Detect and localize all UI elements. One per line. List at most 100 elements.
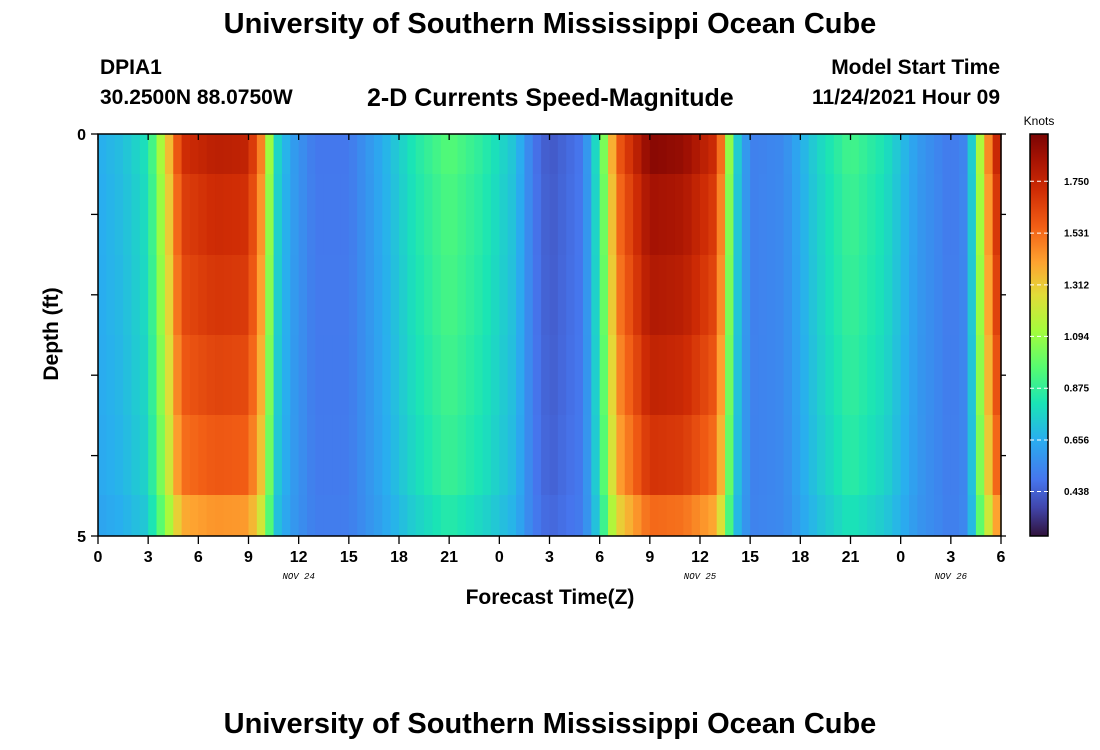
heatmap-cell <box>465 335 475 415</box>
heatmap-cell <box>883 495 893 536</box>
heatmap-cell <box>507 255 517 335</box>
heatmap-cell <box>365 134 375 174</box>
heatmap-cell <box>206 335 216 415</box>
heatmap-cell <box>683 134 693 174</box>
heatmap-cell <box>691 255 701 335</box>
heatmap-cell <box>415 415 425 495</box>
heatmap-cell <box>189 134 199 174</box>
heatmap-cell <box>683 495 693 536</box>
chart-subtitle: 2-D Currents Speed-Magnitude <box>367 84 734 112</box>
heatmap-cell <box>231 415 241 495</box>
heatmap-cell <box>850 255 860 335</box>
heatmap-cell <box>181 134 191 174</box>
heatmap-cell <box>198 335 208 415</box>
heatmap-cell <box>348 255 358 335</box>
heatmap-cell <box>900 415 910 495</box>
heatmap-cell <box>967 495 977 536</box>
heatmap-cell <box>357 255 367 335</box>
heatmap-cell <box>231 174 241 255</box>
heatmap-cell <box>959 134 969 174</box>
heatmap-cell <box>708 495 718 536</box>
heatmap-cell <box>942 255 952 335</box>
heatmap-cell <box>967 174 977 255</box>
heatmap-cell <box>992 134 1002 174</box>
heatmap-cell <box>532 335 542 415</box>
heatmap-chart: 0 3 6 9 12 15 18 21 0 3 6 9 12 15 18 21 0 3 6 NOV 24 NOV 25 N… <box>40 114 1089 609</box>
heatmap-cell <box>599 134 609 174</box>
station-coordinates: 30.2500N 88.0750W <box>100 86 293 109</box>
heatmap-cell <box>608 174 617 255</box>
heatmap-cell <box>373 495 383 536</box>
heatmap-cell <box>307 495 316 536</box>
heatmap-cell <box>457 415 467 495</box>
heatmap-cell <box>357 134 367 174</box>
heatmap-cell <box>348 415 358 495</box>
x-tick-label: 9 <box>645 549 654 566</box>
heatmap-cell <box>189 255 199 335</box>
heatmap-cell <box>156 415 166 495</box>
heatmap-cell <box>348 495 358 536</box>
colorbar-tick-label: 0.656 <box>1064 435 1089 446</box>
heatmap-cell <box>909 495 918 536</box>
heatmap-cell <box>808 174 818 255</box>
heatmap-cell <box>206 174 216 255</box>
heatmap-cell <box>156 174 166 255</box>
heatmap-cell <box>683 335 693 415</box>
heatmap-cell <box>909 174 918 255</box>
heatmap-cell <box>641 174 651 255</box>
heatmap-cell <box>206 495 216 536</box>
heatmap-cell <box>967 255 977 335</box>
heatmap-cell <box>457 174 467 255</box>
heatmap-cell <box>984 255 994 335</box>
heatmap-cell <box>566 255 576 335</box>
heatmap-cell <box>390 495 400 536</box>
heatmap-cell <box>875 415 885 495</box>
heatmap-cell <box>984 415 994 495</box>
heatmap-cell <box>532 495 542 536</box>
heatmap-cell <box>432 134 442 174</box>
heatmap-cell <box>850 335 860 415</box>
heatmap-cell <box>750 415 760 495</box>
heatmap-cell <box>817 415 827 495</box>
heatmap-cell <box>817 134 827 174</box>
heatmap-cell <box>616 415 626 495</box>
heatmap-cell <box>817 255 827 335</box>
footer-title: University of Southern Mississippi Ocean… <box>223 708 877 740</box>
heatmap-cell <box>482 134 492 174</box>
heatmap-cell <box>783 134 793 174</box>
heatmap-cell <box>708 415 718 495</box>
heatmap-cell <box>700 134 709 174</box>
heatmap-cell <box>373 255 383 335</box>
heatmap-cell <box>633 255 643 335</box>
heatmap-cell <box>683 255 693 335</box>
heatmap-cell <box>950 134 960 174</box>
heatmap-cell <box>248 134 258 174</box>
heatmap-cell <box>256 335 266 415</box>
heatmap-cell <box>825 335 835 415</box>
heatmap-cell <box>758 415 768 495</box>
heatmap-cell <box>465 495 475 536</box>
heatmap-cell <box>139 335 149 415</box>
heatmap-cell <box>332 174 342 255</box>
heatmap-cell <box>148 495 158 536</box>
heatmap-cell <box>131 174 141 255</box>
heatmap-cell <box>925 415 935 495</box>
heatmap-cell <box>766 495 776 536</box>
model-start-label: Model Start Time <box>831 56 1000 79</box>
heatmap-cell <box>348 174 358 255</box>
heatmap-cell <box>382 335 392 415</box>
heatmap-cell <box>909 415 918 495</box>
heatmap-cell <box>599 495 609 536</box>
heatmap-cell <box>390 335 400 415</box>
heatmap-cell <box>984 495 994 536</box>
heatmap-cell <box>750 255 760 335</box>
heatmap-cell <box>273 134 283 174</box>
colorbar: Knots 1.750 1.531 1.312 1.094 0.875 0.656 0.438 <box>1024 114 1089 537</box>
heatmap-cells <box>98 134 1002 536</box>
heatmap-cell <box>716 495 726 536</box>
heatmap-cell <box>382 174 392 255</box>
heatmap-cell <box>106 335 116 415</box>
heatmap-cell <box>189 174 199 255</box>
heatmap-cell <box>465 174 475 255</box>
heatmap-cell <box>674 415 684 495</box>
